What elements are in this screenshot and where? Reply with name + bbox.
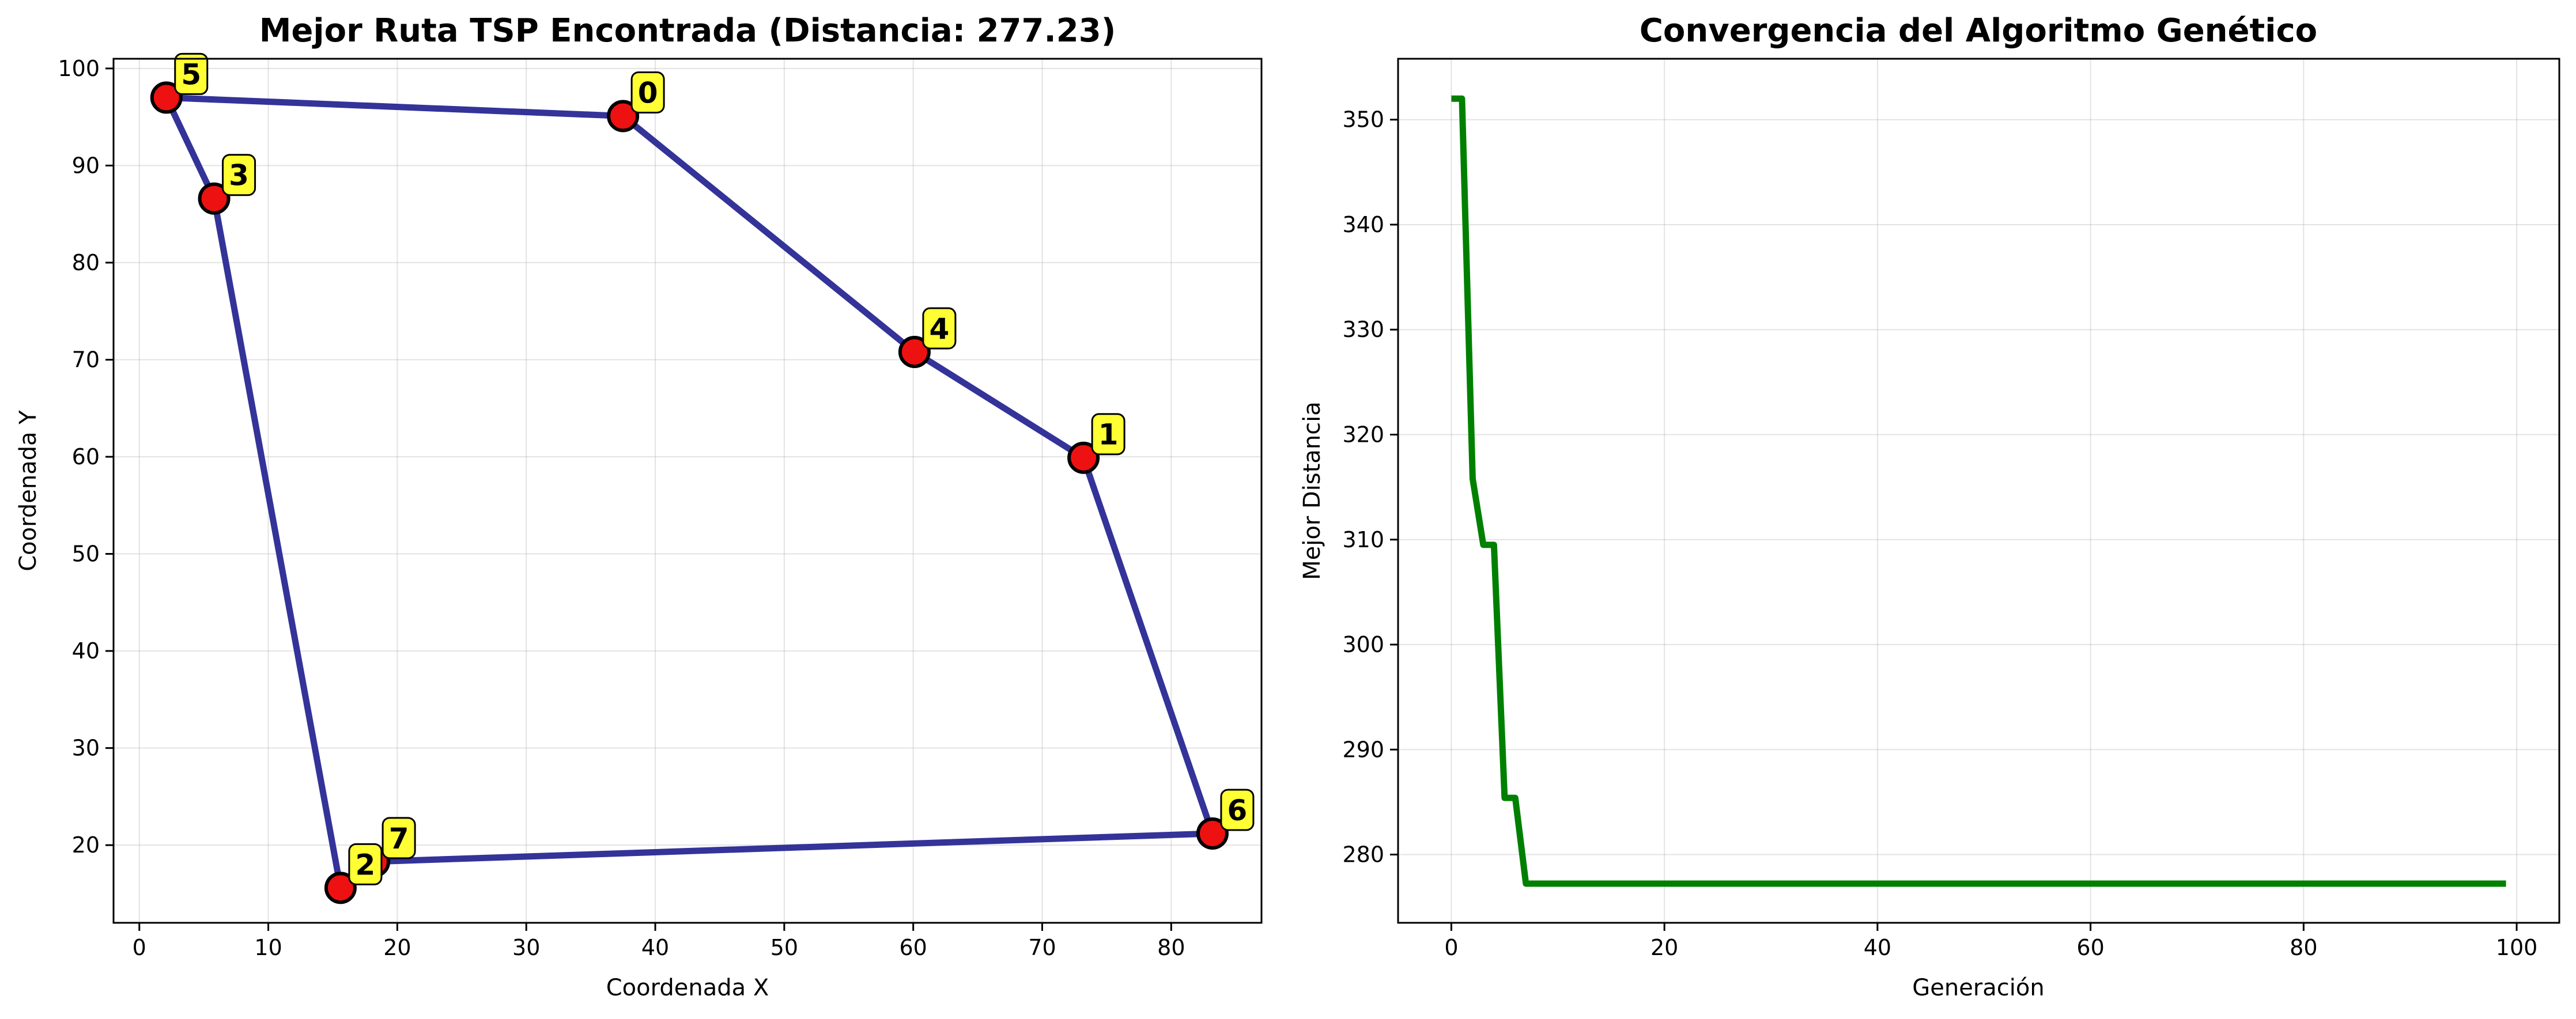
tsp-chart-title: Mejor Ruta TSP Encontrada (Distancia: 27… (259, 12, 1116, 50)
tsp-x-tick-label: 10 (254, 935, 282, 960)
convergence-y-tick-label: 330 (1342, 317, 1384, 342)
tsp-y-tick-label: 70 (72, 347, 100, 372)
tsp-x-tick-label: 30 (512, 935, 540, 960)
city-label-5: 5 (174, 52, 209, 95)
tsp-y-tick-label: 50 (72, 541, 100, 567)
convergence-series (1451, 95, 2506, 887)
convergence-plot-frame (1397, 58, 2560, 924)
city-label-text: 6 (1227, 794, 1248, 827)
city-label-text: 4 (930, 312, 950, 346)
city-label-box (174, 52, 209, 95)
convergence-x-tick-label: 20 (1650, 935, 1678, 960)
convergence-y-tick-label: 350 (1342, 107, 1384, 132)
tsp-y-tick-label: 40 (72, 638, 100, 664)
city-label-box (1091, 413, 1125, 456)
tsp-x-tick-label: 60 (900, 935, 927, 960)
tsp-y-tick-label: 60 (72, 444, 100, 469)
tsp-x-tick-label: 80 (1157, 935, 1185, 960)
convergence-x-tick-label: 60 (2076, 935, 2104, 960)
city-label-6: 6 (1220, 789, 1255, 831)
tsp-y-axis-label: Coordenada Y (15, 410, 41, 571)
city-label-box (630, 71, 665, 113)
city-label-text: 2 (356, 848, 376, 881)
tsp-x-tick-label: 40 (641, 935, 669, 960)
convergence-y-tick-label: 320 (1342, 422, 1384, 447)
city-label-4: 4 (922, 307, 957, 350)
city-label-box (348, 843, 383, 885)
tsp-route-line (163, 94, 1216, 891)
convergence-x-axis-label: Generación (1912, 975, 2044, 1001)
convergence-ticks: 0 20 40 60 80 100 280 290 300 310 320 330 340 350 (1342, 107, 2537, 960)
city-point-5 (150, 81, 183, 114)
city-point-4 (898, 335, 931, 368)
city-label-text: 0 (638, 76, 658, 109)
city-label-box (382, 817, 416, 859)
city-label-box (922, 307, 957, 350)
city-point-6 (1196, 817, 1229, 850)
tsp-x-tick-label: 20 (383, 935, 411, 960)
city-label-3: 3 (222, 154, 256, 196)
convergence-y-axis-label: Mejor Distancia (1299, 401, 1325, 580)
city-label-0: 0 (630, 71, 665, 113)
tsp-route (163, 94, 1216, 891)
tsp-y-tick-label: 90 (72, 153, 100, 178)
tsp-y-tick-label: 100 (58, 56, 100, 81)
best-distance-line (1451, 95, 2506, 887)
tsp-y-tick-label: 20 (72, 832, 100, 858)
city-label-text: 7 (389, 822, 409, 855)
convergence-chart-title: Convergencia del Algoritmo Genético (1640, 12, 2317, 50)
convergence-grid (1398, 59, 2559, 923)
convergence-y-tick-label: 310 (1342, 527, 1384, 552)
convergence-y-tick-label: 290 (1342, 737, 1384, 762)
convergence-y-tick-label: 340 (1342, 212, 1384, 237)
city-label-text: 1 (1098, 418, 1119, 452)
city-label-1: 1 (1091, 413, 1125, 456)
tsp-y-tick-label: 80 (72, 250, 100, 275)
tsp-x-tick-label: 70 (1028, 935, 1056, 960)
city-label-text: 5 (181, 58, 201, 91)
tsp-x-tick-label: 50 (770, 935, 798, 960)
tsp-x-tick-label: 0 (133, 935, 146, 960)
tsp-route-chart: Mejor Ruta TSP Encontrada (Distancia: 27… (15, 12, 1263, 1001)
city-point-3 (198, 182, 231, 215)
city-point-1 (1067, 441, 1100, 474)
convergence-x-tick-label: 80 (2290, 935, 2317, 960)
city-label-7: 7 (382, 817, 416, 859)
city-label-box (222, 154, 256, 196)
tsp-plot-frame (112, 58, 1263, 924)
city-label-text: 3 (229, 159, 249, 192)
convergence-x-tick-label: 40 (1864, 935, 1891, 960)
city-label-2: 2 (348, 843, 383, 885)
convergence-y-tick-label: 300 (1342, 632, 1384, 657)
tsp-cities: 0 1 2 3 4 5 6 7 (150, 52, 1255, 904)
convergence-y-tick-label: 280 (1342, 842, 1384, 868)
city-label-box (1220, 789, 1255, 831)
convergence-chart: Convergencia del Algoritmo Genético 0 20 4… (1299, 12, 2560, 1001)
city-point-2 (324, 872, 357, 904)
tsp-x-axis-label: Coordenada X (606, 975, 769, 1001)
city-point-0 (607, 100, 640, 132)
tsp-grid (114, 59, 1261, 923)
convergence-x-tick-label: 0 (1444, 935, 1458, 960)
convergence-x-tick-label: 100 (2496, 935, 2538, 960)
tsp-y-tick-label: 30 (72, 736, 100, 761)
